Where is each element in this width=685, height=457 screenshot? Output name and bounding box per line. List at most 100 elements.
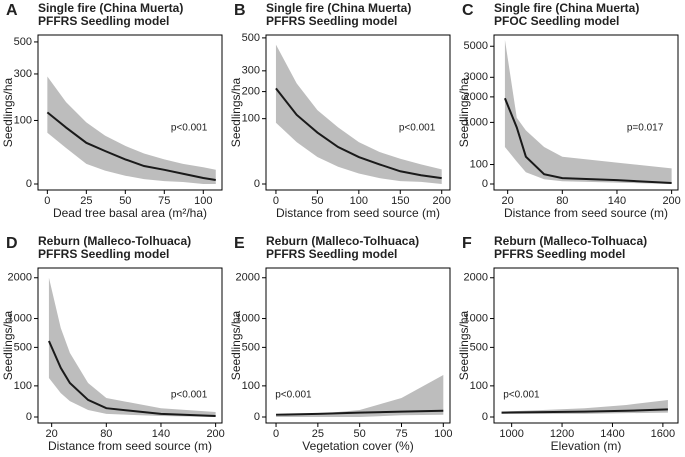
- y-tick-label: 1000: [464, 312, 488, 324]
- plot-frame: [265, 267, 451, 424]
- fit-line: [504, 97, 672, 185]
- panel-letter: E: [234, 235, 245, 252]
- panel-subtitle: PFFRS Seedling model: [38, 247, 169, 261]
- panel-letter: F: [462, 235, 472, 252]
- panel-title: Single fire (China Muerta): [38, 1, 183, 15]
- x-tick-label: 80: [556, 195, 568, 207]
- y-axis-label: Seedlings/ha: [1, 77, 15, 147]
- y-tick-label: 1000: [8, 312, 32, 324]
- y-tick-label: 2000: [464, 272, 488, 284]
- x-tick-label: 1400: [600, 428, 624, 440]
- y-tick-label: 1000: [236, 312, 260, 324]
- panel-title: Single fire (China Muerta): [266, 1, 411, 15]
- x-tick-label: 80: [100, 428, 112, 440]
- x-tick-label: 1000: [499, 428, 523, 440]
- x-tick-label: 100: [434, 428, 452, 440]
- plot-frame: [493, 34, 679, 191]
- confidence-band: [275, 44, 442, 184]
- p-value: p<0.001: [503, 390, 540, 401]
- y-tick-label: 0: [482, 178, 488, 190]
- panel-letter: B: [234, 2, 246, 19]
- confidence-band: [504, 39, 672, 184]
- panel-letter: C: [462, 2, 474, 19]
- p-value: p<0.001: [171, 123, 208, 134]
- x-tick-label: 25: [80, 195, 92, 207]
- y-tick-label: 300: [14, 68, 32, 80]
- y-tick-label: 200: [242, 86, 260, 98]
- y-tick-label: 100: [242, 113, 260, 125]
- x-tick-label: 20: [502, 195, 514, 207]
- panel-title: Reburn (Malleco-Tolhuaca): [266, 234, 419, 248]
- panel-subtitle: PFFRS Seedling model: [494, 247, 625, 261]
- y-tick-label: 0: [26, 178, 32, 190]
- x-tick-label: 0: [44, 195, 50, 207]
- x-tick-label: 20: [46, 428, 58, 440]
- y-tick-label: 5000: [464, 40, 488, 52]
- panel-subtitle: PFFRS Seedling model: [38, 14, 169, 28]
- x-axis-label: Distance from seed source (m): [48, 439, 212, 453]
- x-axis-label: Vegetation cover (%): [302, 439, 413, 453]
- x-tick-label: 25: [312, 428, 324, 440]
- x-axis-label: Distance from seed source (m): [504, 206, 668, 220]
- y-tick-label: 500: [242, 32, 260, 44]
- panel-letter: A: [6, 2, 18, 19]
- panel-title: Reburn (Malleco-Tolhuaca): [494, 234, 647, 248]
- y-tick-label: 0: [26, 411, 32, 423]
- y-axis-label: Seedlings/ha: [1, 310, 15, 380]
- x-tick-label: 100: [194, 195, 212, 207]
- y-axis-label: Seedlings/ha: [457, 310, 471, 380]
- y-tick-label: 100: [470, 380, 488, 392]
- x-tick-label: 140: [152, 428, 170, 440]
- panel-title: Single fire (China Muerta): [494, 1, 639, 15]
- panel-subtitle: PFOC Seedling model: [494, 14, 619, 28]
- x-tick-label: 140: [608, 195, 626, 207]
- p-value: p<0.001: [399, 123, 436, 134]
- y-tick-label: 100: [14, 114, 32, 126]
- x-axis-label: Distance from seed source (m): [276, 206, 440, 220]
- fit-line: [276, 409, 444, 416]
- x-axis-label: Dead tree basal area (m²/ha): [53, 206, 207, 220]
- x-axis-label: Elevation (m): [551, 439, 622, 453]
- confidence-band: [47, 76, 216, 184]
- panel-letter: D: [6, 235, 18, 252]
- p-value: p<0.001: [275, 390, 312, 401]
- x-tick-label: 1600: [651, 428, 675, 440]
- panel-title: Reburn (Malleco-Tolhuaca): [38, 234, 191, 248]
- plot-frame: [493, 267, 679, 424]
- y-axis-label: Seedlings/ha: [457, 77, 471, 147]
- y-tick-label: 100: [14, 380, 32, 392]
- x-tick-label: 200: [433, 195, 451, 207]
- y-axis-label: Seedlings/ha: [229, 77, 243, 147]
- y-tick-label: 500: [14, 36, 32, 48]
- x-tick-label: 200: [206, 428, 224, 440]
- x-tick-label: 1200: [550, 428, 574, 440]
- fit-line: [501, 408, 668, 414]
- y-tick-label: 0: [482, 411, 488, 423]
- x-tick-label: 50: [311, 195, 323, 207]
- p-value: p=0.017: [627, 123, 664, 134]
- y-tick-label: 1000: [464, 116, 488, 128]
- y-tick-label: 300: [242, 65, 260, 77]
- p-value: p<0.001: [171, 390, 208, 401]
- y-tick-label: 0: [254, 411, 260, 423]
- x-tick-label: 50: [119, 195, 131, 207]
- plot-frame: [37, 267, 223, 424]
- y-tick-label: 3000: [464, 71, 488, 83]
- y-tick-label: 500: [470, 341, 488, 353]
- panel-subtitle: PFFRS Seedling model: [266, 247, 397, 261]
- y-tick-label: 2000: [464, 91, 488, 103]
- fit-line: [48, 340, 216, 418]
- x-tick-label: 75: [158, 195, 170, 207]
- x-tick-label: 100: [350, 195, 368, 207]
- fit-line: [46, 111, 216, 181]
- y-tick-label: 2000: [236, 272, 260, 284]
- y-tick-label: 0: [254, 178, 260, 190]
- plot-frame: [265, 34, 451, 191]
- x-tick-label: 50: [354, 428, 366, 440]
- y-tick-label: 100: [470, 158, 488, 170]
- y-axis-label: Seedlings/ha: [229, 310, 243, 380]
- x-tick-label: 150: [391, 195, 409, 207]
- y-tick-label: 500: [14, 341, 32, 353]
- x-tick-label: 200: [662, 195, 680, 207]
